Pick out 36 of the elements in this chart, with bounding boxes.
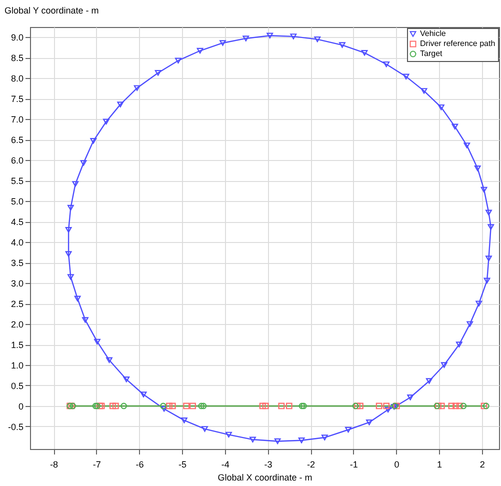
x-tick-label: -4 [221,460,230,470]
y-tick-label: 6.0 [10,156,24,166]
x-tick-label: -7 [92,460,101,470]
y-tick-label: 0 [18,401,24,412]
x-tick-label: 2 [480,460,485,470]
y-tick-label: 0.5 [10,380,24,391]
y-tick-label: 1.0 [10,360,24,371]
y-tick-label: 6.5 [10,135,24,146]
y-tick-label: 3.5 [10,258,24,268]
y-axis-title: Global Y coordinate - m [4,6,99,16]
x-tick-label: -2 [307,460,316,470]
x-tick-label: -1 [350,460,358,470]
y-tick-label: 7.0 [10,114,24,125]
legend-label: Target [420,49,444,58]
x-tick-label: -3 [264,460,272,470]
y-tick-label: 9.0 [10,32,24,43]
x-tick-label: -8 [50,460,58,470]
x-tick-label: 1 [437,460,442,470]
y-tick-label: 2.0 [10,320,24,330]
y-tick-label: 8.5 [10,53,24,64]
legend-label: Vehicle [420,29,446,38]
y-tick-label: 2.5 [10,299,24,310]
y-tick-label: 4.5 [10,217,24,228]
y-tick-label: 5.5 [10,176,24,186]
y-tick-label: 8.0 [10,74,24,84]
y-tick-label: 4.0 [10,238,24,248]
x-tick-label: 0 [394,460,400,470]
y-tick-label: -0.5 [8,422,24,432]
legend-label: Driver reference path [420,39,496,48]
y-tick-label: 3.0 [10,278,24,289]
x-tick-label: -5 [178,460,187,470]
y-tick-label: 1.5 [10,340,24,350]
y-tick-label: 7.5 [10,94,24,104]
x-tick-label: -6 [136,460,144,470]
y-tick-label: 5.0 [10,196,24,207]
x-axis-title: Global X coordinate - m [218,472,312,482]
